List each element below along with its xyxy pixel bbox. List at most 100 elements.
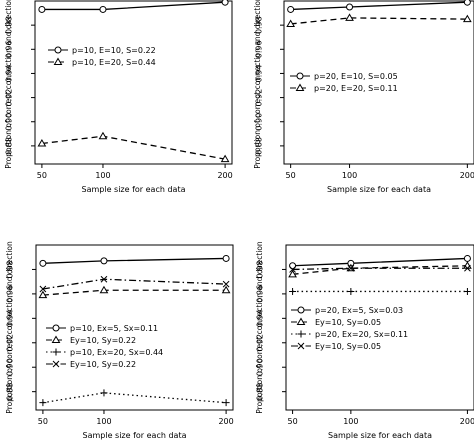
plot-frame bbox=[34, 0, 233, 165]
data-point bbox=[288, 269, 297, 278]
legend-entry: p=20, Ex=20, Sx=0.11 bbox=[315, 330, 408, 339]
data-point bbox=[38, 290, 48, 299]
x-tick-label: 200 bbox=[218, 417, 233, 426]
legend: p=10, E=10, S=0.22 p=10, E=20, S=0.44 bbox=[48, 46, 156, 67]
series-line bbox=[290, 1, 468, 11]
data-point bbox=[347, 287, 355, 295]
y-tick-label: 0.88 bbox=[6, 383, 15, 401]
y-tick-label: 0.98 bbox=[255, 16, 264, 34]
data-point bbox=[222, 254, 230, 262]
y-tick-label: 0.92 bbox=[256, 334, 265, 352]
series-line bbox=[41, 135, 226, 160]
legend-marker bbox=[54, 46, 62, 54]
series-line bbox=[42, 289, 227, 296]
legend-marker bbox=[296, 72, 304, 80]
y-tick-label: 0.96 bbox=[256, 285, 265, 303]
data-point bbox=[100, 275, 108, 283]
x-tick-label: 200 bbox=[460, 417, 474, 426]
y-tick-label: 0.94 bbox=[6, 309, 15, 327]
y-tick-label: 0.92 bbox=[255, 89, 264, 107]
y-tick-label: 0.88 bbox=[256, 383, 265, 401]
legend-marker bbox=[297, 342, 305, 350]
y-axis-label: Proportion of correct connection and dir… bbox=[255, 241, 264, 414]
series-4 bbox=[39, 275, 230, 293]
legend-entry: Ey=10, Sy=0.05 bbox=[315, 342, 381, 351]
x-tick-label: 50 bbox=[287, 417, 297, 426]
series-1 bbox=[287, 0, 471, 13]
x-tick-label: 50 bbox=[38, 417, 48, 426]
data-point bbox=[347, 264, 355, 272]
y-tick-label: 0.98 bbox=[256, 261, 265, 279]
series-line bbox=[292, 257, 468, 267]
series-line bbox=[42, 392, 227, 404]
data-point bbox=[222, 399, 230, 407]
y-tick-label: 0.98 bbox=[6, 261, 15, 279]
y-tick-label: 0.90 bbox=[256, 358, 265, 376]
legend-marker bbox=[53, 57, 63, 65]
data-point bbox=[222, 280, 230, 288]
x-tick-label: 100 bbox=[95, 171, 110, 180]
x-tick-label: 50 bbox=[286, 171, 296, 180]
series-line bbox=[292, 267, 468, 271]
series-3 bbox=[39, 389, 230, 407]
series-4 bbox=[289, 264, 471, 273]
plot-frame bbox=[35, 244, 234, 411]
series-line bbox=[42, 257, 227, 264]
data-point bbox=[38, 5, 46, 13]
y-axis-label: Proportion of correct connection and dir… bbox=[5, 241, 14, 414]
legend: p=20, E=10, S=0.05 p=20, E=20, S=0.11 bbox=[290, 72, 398, 93]
y-axis-label: Proportion of correct connection and dir… bbox=[4, 0, 13, 169]
data-point bbox=[221, 0, 229, 6]
chart-panel-1: 50 100 200 0.88 0.90 0.92 0.94 0.96 0.98 Sample s… bbox=[4, 0, 233, 194]
y-tick-label: 0.88 bbox=[5, 137, 14, 155]
chart-panel-4: 50 100 200 0.88 0.90 0.92 0.94 0.96 0.98 Sample s… bbox=[255, 241, 474, 440]
x-axis-label: Sample size for each data bbox=[328, 431, 432, 440]
legend-marker bbox=[296, 317, 306, 325]
legend-entry: Ey=10, Sy=0.22 bbox=[70, 360, 136, 369]
legend-marker bbox=[52, 348, 60, 356]
legend-marker bbox=[52, 324, 60, 332]
y-tick-label: 0.94 bbox=[256, 309, 265, 327]
legend-entry: p=20, Ex=5, Sx=0.03 bbox=[315, 306, 403, 315]
x-tick-label: 200 bbox=[217, 171, 232, 180]
series-2 bbox=[286, 13, 472, 27]
data-point bbox=[37, 138, 47, 147]
y-tick-label: 0.90 bbox=[5, 113, 14, 131]
y-tick-label: 0.90 bbox=[255, 113, 264, 131]
legend-entry: p=20, E=20, S=0.11 bbox=[314, 84, 398, 93]
x-tick-label: 50 bbox=[37, 171, 47, 180]
y-tick-label: 0.88 bbox=[255, 137, 264, 155]
y-tick-label: 0.90 bbox=[6, 358, 15, 376]
data-point bbox=[100, 389, 108, 397]
legend: p=20, Ex=5, Sx=0.03 Ey=10, Sy=0.05 p=20, E… bbox=[291, 306, 408, 351]
data-point bbox=[289, 287, 297, 295]
data-point bbox=[39, 399, 47, 407]
data-point bbox=[346, 3, 354, 11]
data-point bbox=[463, 0, 471, 6]
plot-frame bbox=[283, 0, 474, 165]
series-1 bbox=[38, 0, 229, 13]
series-1 bbox=[39, 254, 230, 267]
series-2 bbox=[38, 285, 231, 299]
data-point bbox=[100, 257, 108, 265]
chart-panel-2: 50 100 200 0.88 0.90 0.92 0.94 0.96 0.98 Sample s… bbox=[253, 0, 474, 194]
data-point bbox=[99, 285, 109, 294]
legend-entry: p=10, E=10, S=0.22 bbox=[72, 46, 156, 55]
data-point bbox=[39, 285, 47, 293]
series-line bbox=[41, 1, 226, 11]
y-tick-label: 0.94 bbox=[5, 65, 14, 83]
data-point bbox=[287, 5, 295, 13]
data-point bbox=[98, 131, 108, 140]
data-point bbox=[345, 13, 354, 21]
data-point bbox=[463, 254, 471, 262]
y-tick-label: 0.94 bbox=[255, 65, 264, 83]
x-tick-label: 200 bbox=[460, 171, 474, 180]
data-point bbox=[286, 19, 296, 27]
y-tick-label: 0.98 bbox=[5, 16, 14, 34]
legend-entry: p=10, Ex=5, Sx=0.11 bbox=[70, 324, 158, 333]
x-axis-label: Sample size for each data bbox=[327, 185, 431, 194]
data-point bbox=[99, 5, 107, 13]
series-3 bbox=[289, 287, 471, 295]
x-tick-label: 100 bbox=[343, 417, 358, 426]
